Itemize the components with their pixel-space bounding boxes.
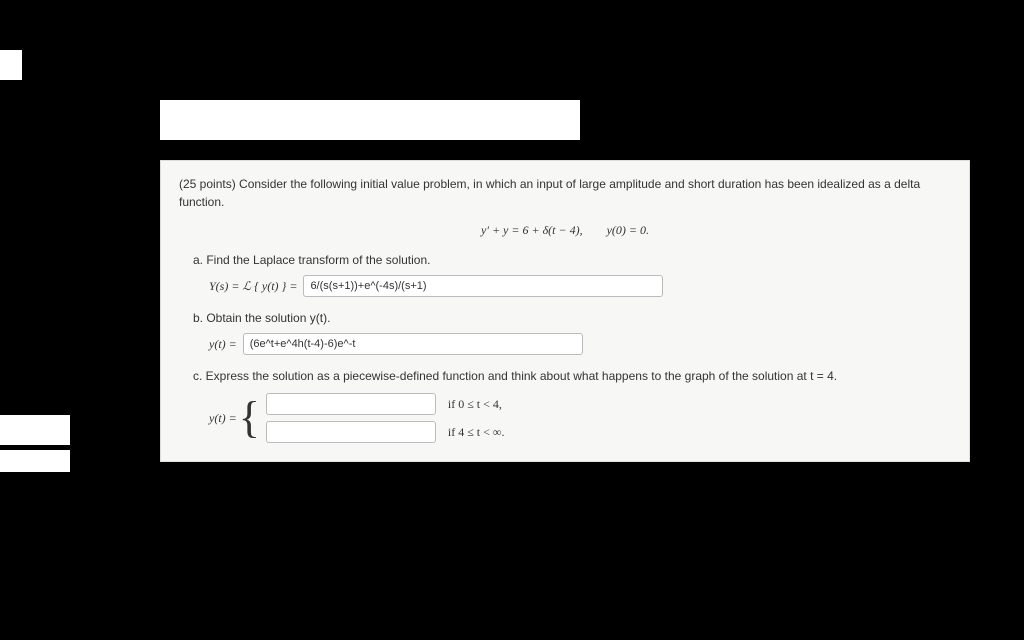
piece-line-2: if 4 ≤ t < ∞. xyxy=(266,421,505,443)
answer-row-b: y(t) = xyxy=(209,333,951,355)
piece1-cond: if 0 ≤ t < 4, xyxy=(448,395,502,413)
yt-lhs: y(t) = xyxy=(209,335,237,353)
part-b-text: b. Obtain the solution y(t). xyxy=(193,309,951,327)
part-a-text: a. Find the Laplace transform of the sol… xyxy=(193,251,951,269)
mask-block xyxy=(0,415,70,445)
yt-input[interactable] xyxy=(243,333,583,355)
brace-icon: { xyxy=(239,396,260,440)
piecewise-block: y(t) = { if 0 ≤ t < 4, if 4 ≤ t < ∞. xyxy=(209,393,951,443)
piece-stack: if 0 ≤ t < 4, if 4 ≤ t < ∞. xyxy=(266,393,505,443)
problem-card: (25 points) Consider the following initi… xyxy=(160,160,970,462)
problem-intro: (25 points) Consider the following initi… xyxy=(179,175,951,211)
mask-block xyxy=(0,50,22,80)
Ys-input[interactable] xyxy=(303,275,663,297)
piece2-cond: if 4 ≤ t < ∞. xyxy=(448,423,505,441)
piecewise-lhs: y(t) = xyxy=(209,409,237,427)
part-c-text: c. Express the solution as a piecewise-d… xyxy=(193,367,951,385)
mask-block xyxy=(160,100,580,140)
piece2-input[interactable] xyxy=(266,421,436,443)
problem-equation: y′ + y = 6 + δ(t − 4), y(0) = 0. xyxy=(179,221,951,239)
piece1-input[interactable] xyxy=(266,393,436,415)
Ys-lhs: Y(s) = ℒ { y(t) } = xyxy=(209,277,297,295)
mask-block xyxy=(0,450,70,472)
piece-line-1: if 0 ≤ t < 4, xyxy=(266,393,505,415)
answer-row-a: Y(s) = ℒ { y(t) } = xyxy=(209,275,951,297)
